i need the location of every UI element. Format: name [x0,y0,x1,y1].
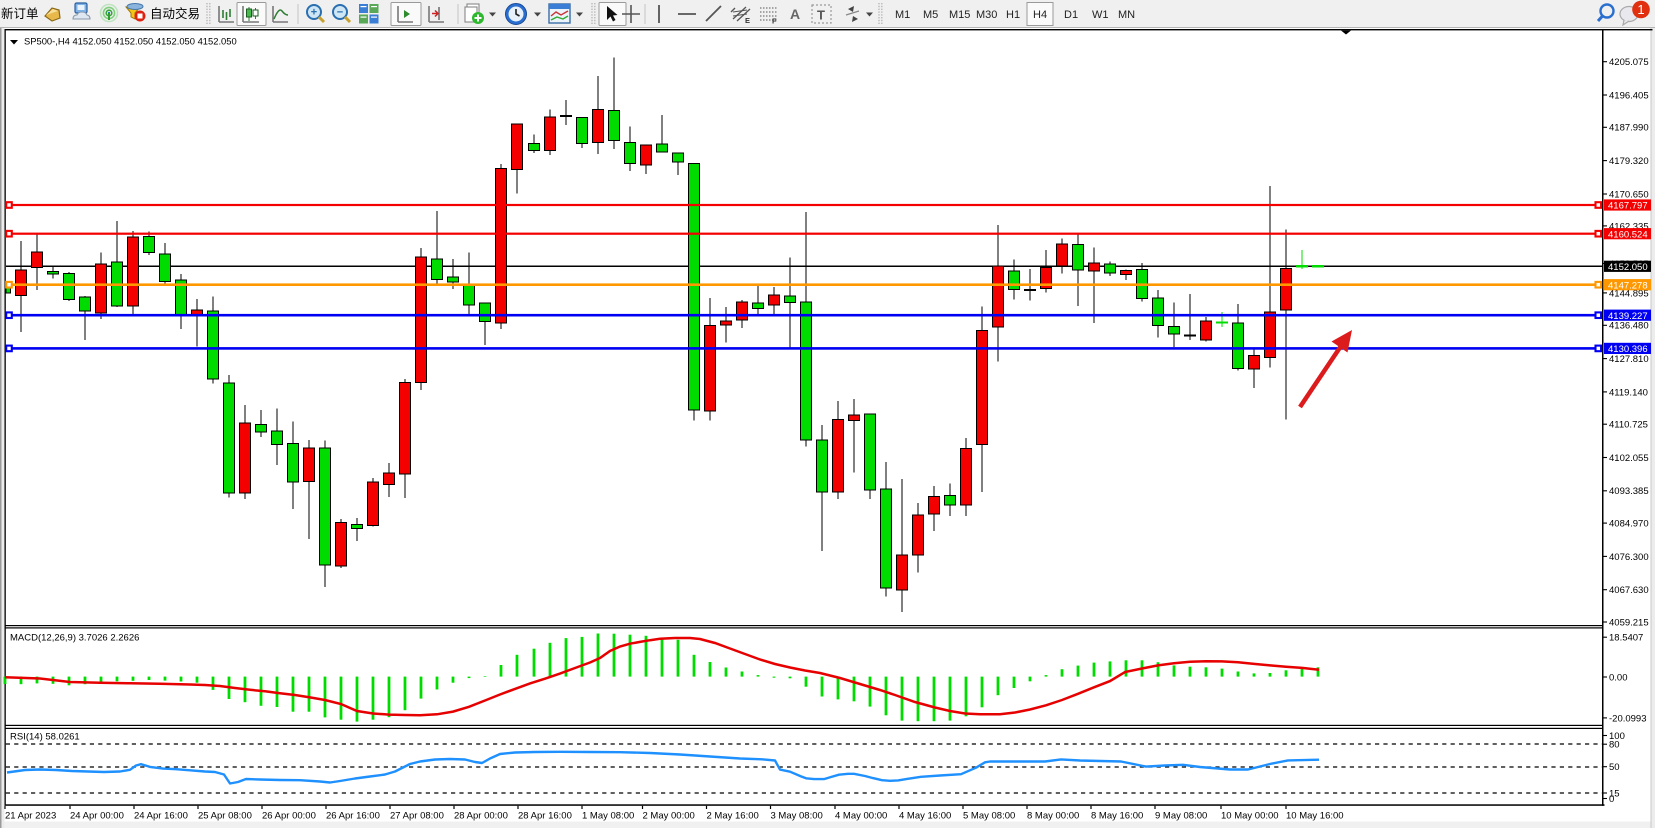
svg-text:2 May 16:00: 2 May 16:00 [707,811,759,822]
svg-text:3 May 08:00: 3 May 08:00 [771,811,823,822]
svg-text:0.00: 0.00 [1609,672,1628,683]
svg-text:10 May 16:00: 10 May 16:00 [1286,811,1344,822]
svg-text:M30: M30 [976,9,997,21]
svg-text:M1: M1 [895,9,910,21]
svg-text:+: + [311,7,317,19]
svg-text:25 Apr 08:00: 25 Apr 08:00 [198,811,252,822]
svg-text:21 Apr 2023: 21 Apr 2023 [5,811,56,822]
svg-text:24 Apr 16:00: 24 Apr 16:00 [134,811,188,822]
svg-text:24 Apr 00:00: 24 Apr 00:00 [70,811,124,822]
svg-text:2 May 00:00: 2 May 00:00 [643,811,695,822]
svg-text:4 May 00:00: 4 May 00:00 [835,811,887,822]
svg-text:8 May 00:00: 8 May 00:00 [1027,811,1079,822]
svg-text:1 May 08:00: 1 May 08:00 [582,811,634,822]
svg-text:4170.650: 4170.650 [1609,189,1649,200]
svg-text:H4: H4 [1033,9,1047,21]
svg-text:10 May 00:00: 10 May 00:00 [1221,811,1279,822]
svg-text:26 Apr 16:00: 26 Apr 16:00 [326,811,380,822]
svg-text:A: A [790,6,800,22]
svg-text:F: F [772,17,777,26]
svg-text:18.5407: 18.5407 [1609,633,1643,644]
svg-text:27 Apr 08:00: 27 Apr 08:00 [390,811,444,822]
svg-text:新订单: 新订单 [1,6,39,21]
svg-text:4144.895: 4144.895 [1609,288,1649,299]
svg-text:4067.630: 4067.630 [1609,585,1649,596]
svg-text:26 Apr 00:00: 26 Apr 00:00 [262,811,316,822]
svg-text:M5: M5 [923,9,938,21]
svg-text:4205.075: 4205.075 [1609,57,1649,68]
svg-text:4136.480: 4136.480 [1609,321,1649,332]
svg-text:-20.0993: -20.0993 [1609,713,1647,724]
svg-text:T: T [817,8,825,23]
svg-text:4102.055: 4102.055 [1609,453,1649,464]
svg-text:4162.335: 4162.335 [1609,221,1649,232]
svg-text:MACD(12,26,9) 3.7026 2.2626: MACD(12,26,9) 3.7026 2.2626 [10,633,139,644]
svg-text:M15: M15 [949,9,970,21]
svg-text:8 May 16:00: 8 May 16:00 [1091,811,1143,822]
svg-text:4127.810: 4127.810 [1609,354,1649,365]
svg-text:自动交易: 自动交易 [150,6,200,21]
svg-text:4167.797: 4167.797 [1608,201,1648,212]
svg-text:4187.990: 4187.990 [1609,123,1649,134]
svg-text:W1: W1 [1092,9,1109,21]
svg-text:0: 0 [1609,794,1614,805]
svg-text:4119.140: 4119.140 [1609,387,1648,398]
svg-text:4110.725: 4110.725 [1609,420,1648,431]
svg-text:4160.524: 4160.524 [1608,229,1648,240]
svg-text:H1: H1 [1006,9,1020,21]
svg-text:4179.320: 4179.320 [1609,156,1649,167]
svg-text:80: 80 [1609,740,1620,751]
svg-text:−: − [337,7,343,19]
svg-text:4059.215: 4059.215 [1609,617,1649,628]
svg-text:100: 100 [1609,731,1625,742]
svg-text:50: 50 [1609,762,1620,773]
svg-text:D1: D1 [1064,9,1078,21]
svg-text:4130.396: 4130.396 [1608,344,1648,355]
svg-text:15: 15 [1609,788,1620,799]
svg-text:4139.227: 4139.227 [1608,311,1648,322]
svg-text:4 May 16:00: 4 May 16:00 [899,811,951,822]
svg-text:4076.300: 4076.300 [1609,552,1649,563]
svg-text:28 Apr 16:00: 28 Apr 16:00 [518,811,572,822]
svg-text:28 Apr 00:00: 28 Apr 00:00 [454,811,508,822]
svg-text:SP500-,H4 4152.050 4152.050 4: SP500-,H4 4152.050 4152.050 4152.050 415… [24,36,237,47]
svg-text:4152.050: 4152.050 [1608,262,1648,273]
svg-text:E: E [745,16,750,25]
svg-text:9 May 08:00: 9 May 08:00 [1155,811,1207,822]
svg-text:4196.405: 4196.405 [1609,90,1649,101]
svg-text:4084.970: 4084.970 [1609,519,1649,530]
svg-text:4093.385: 4093.385 [1609,486,1649,497]
svg-text:5 May 08:00: 5 May 08:00 [963,811,1015,822]
svg-text:RSI(14) 58.0261: RSI(14) 58.0261 [10,732,80,743]
svg-text:4147.278: 4147.278 [1608,280,1648,291]
svg-text:MN: MN [1118,9,1135,21]
svg-text:1: 1 [1637,2,1644,17]
